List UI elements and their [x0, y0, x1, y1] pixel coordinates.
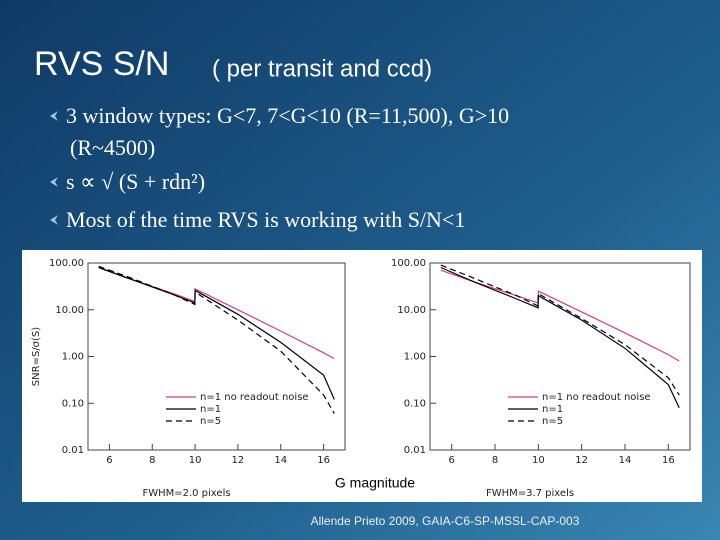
- bullet: (R~4500): [70, 135, 155, 160]
- slide-title: RVS S/N: [34, 45, 169, 83]
- y-tick-label: 10.00: [55, 305, 84, 316]
- y-tick-label: 0.01: [404, 445, 426, 456]
- legend-label: n=1 no readout noise: [542, 392, 651, 403]
- y-tick-label: 100.00: [391, 258, 426, 269]
- chart-subtitle: FWHM=2.0 pixels: [142, 488, 230, 499]
- bullets: 3 window types: G<7, 7<G<10 (R=11,500), …: [50, 103, 509, 232]
- chart-subtitle: FWHM=3.7 pixels: [486, 488, 574, 499]
- x-tick-label: 10: [532, 455, 545, 466]
- x-tick-label: 6: [106, 455, 112, 466]
- chart-panel: [22, 250, 702, 502]
- bullet: Most of the time RVS is working with S/N…: [66, 207, 465, 232]
- bullet-icon: [50, 177, 58, 187]
- legend-label: n=1: [542, 404, 563, 415]
- y-tick-label: 0.10: [404, 398, 426, 409]
- x-tick-label: 8: [492, 455, 498, 466]
- bullet: 3 window types: G<7, 7<G<10 (R=11,500), …: [66, 103, 509, 128]
- series-line: [98, 265, 335, 414]
- bullet-icon: [50, 215, 58, 225]
- y-tick-label: 0.01: [62, 445, 84, 456]
- legend-label: n=5: [542, 416, 563, 427]
- x-tick-label: 8: [149, 455, 155, 466]
- series-line: [98, 266, 335, 400]
- legend-label: n=1 no readout noise: [200, 392, 309, 403]
- series-line: [440, 269, 680, 362]
- y-axis-label: SNR=S/σ(S): [31, 327, 42, 386]
- x-axis-label: G magnitude: [335, 475, 415, 491]
- x-tick-label: 16: [317, 455, 330, 466]
- y-tick-label: 1.00: [404, 352, 426, 363]
- x-tick-label: 16: [662, 455, 675, 466]
- series-line: [440, 264, 680, 396]
- x-tick-label: 14: [619, 455, 632, 466]
- bullet: s ∝ √ (S + rdn²): [66, 169, 205, 194]
- caption: Allende Prieto 2009, GAIA-C6-SP-MSSL-CAP…: [311, 514, 580, 528]
- slide-title-note: ( per transit and ccd): [212, 55, 432, 82]
- x-tick-label: 10: [189, 455, 202, 466]
- legend-label: n=5: [200, 416, 221, 427]
- legend-label: n=1: [200, 404, 221, 415]
- x-tick-label: 6: [448, 455, 454, 466]
- y-tick-label: 0.10: [62, 398, 84, 409]
- y-tick-label: 1.00: [62, 352, 84, 363]
- bullet-icon: [50, 111, 58, 121]
- y-tick-label: 10.00: [397, 305, 426, 316]
- y-tick-label: 100.00: [49, 258, 84, 269]
- x-tick-label: 14: [274, 455, 287, 466]
- x-tick-label: 12: [575, 455, 588, 466]
- x-tick-label: 12: [232, 455, 245, 466]
